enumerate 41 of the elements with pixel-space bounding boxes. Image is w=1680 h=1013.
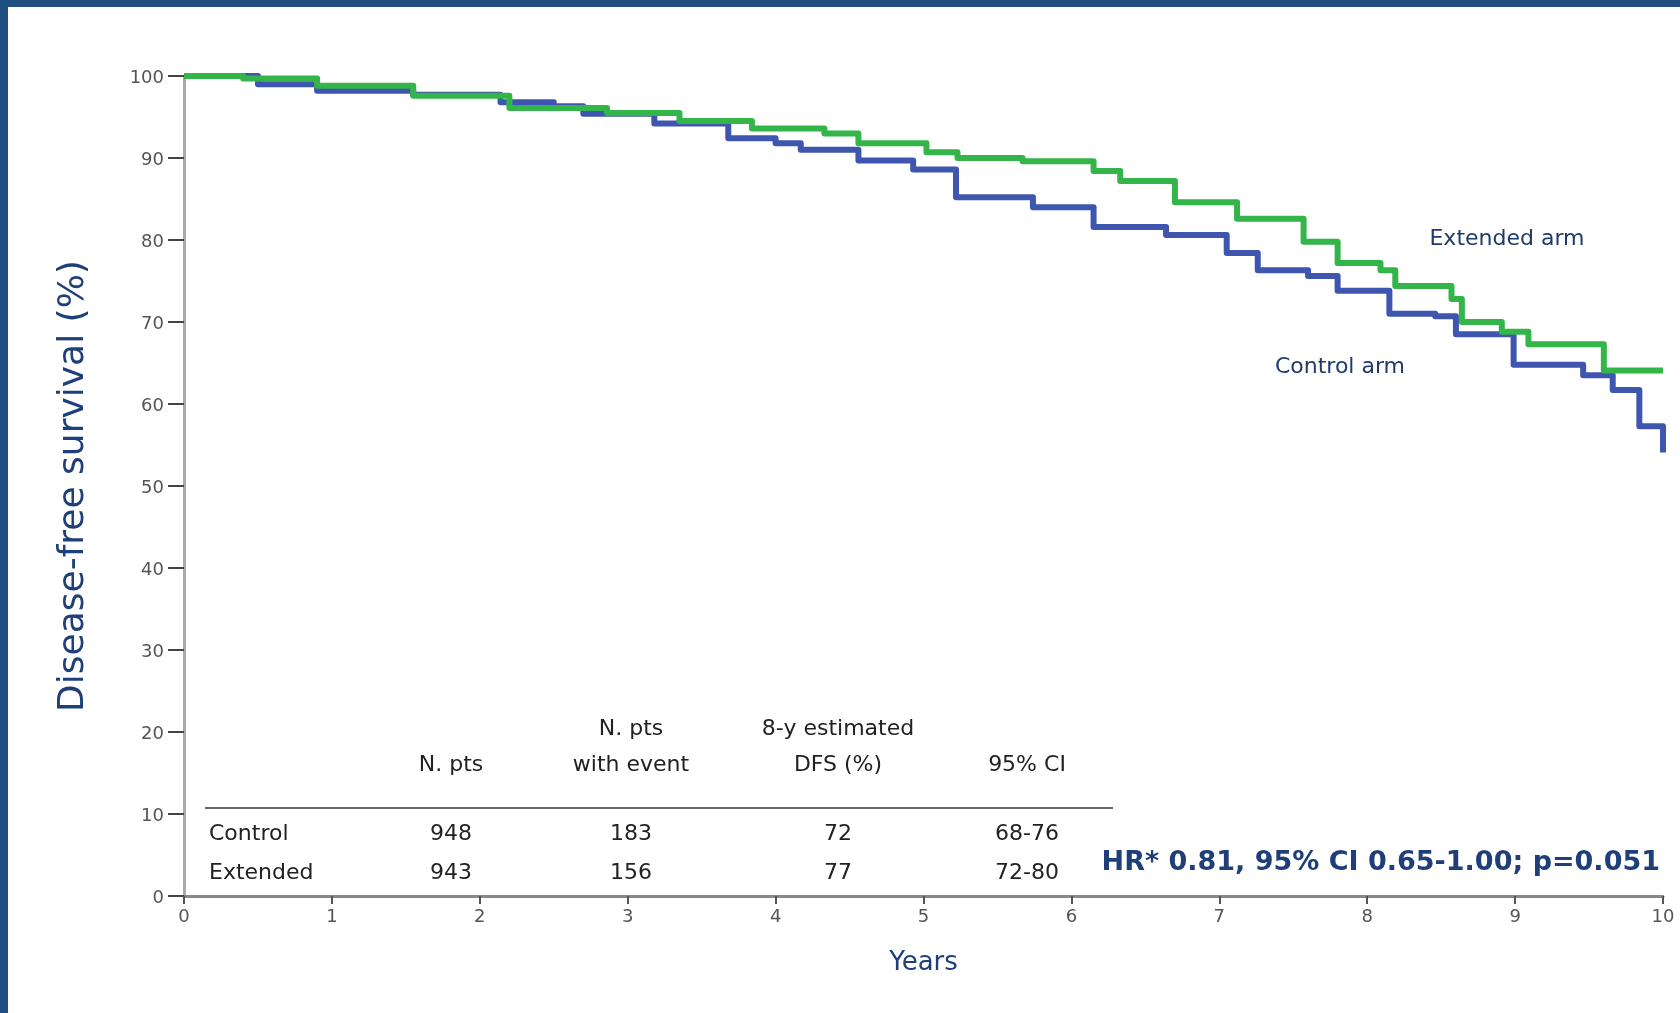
y-tick-label: 10 xyxy=(141,803,164,825)
y-tick-label: 50 xyxy=(141,475,164,497)
series-label: Control arm xyxy=(1274,352,1406,378)
y-tick-label: 60 xyxy=(141,393,164,415)
x-tick-label: 5 xyxy=(917,904,930,926)
annotation: 948 xyxy=(430,819,472,845)
annotation: 95% CI xyxy=(988,750,1066,776)
x-tick-label: 1 xyxy=(326,904,338,926)
annotation: Extended xyxy=(209,858,314,884)
annotation: 77 xyxy=(824,858,852,884)
annotation: 156 xyxy=(610,858,652,884)
x-tick-label: 10 xyxy=(1651,904,1675,926)
y-axis-title: Disease-free survival (%) xyxy=(49,260,91,712)
x-axis-title: Years xyxy=(888,946,958,976)
annotation: 68-76 xyxy=(995,819,1059,845)
y-tick-label: 100 xyxy=(129,65,164,87)
x-tick-label: 2 xyxy=(474,904,486,926)
x-tick-label: 3 xyxy=(621,904,634,926)
annotation: HR* 0.81, 95% CI 0.65-1.00; p=0.051 xyxy=(1101,844,1660,876)
x-tick-label: 0 xyxy=(178,904,190,926)
x-tick-label: 4 xyxy=(769,904,782,926)
annotation: N. pts with event xyxy=(572,714,690,776)
annotation: 183 xyxy=(610,819,652,845)
x-tick-label: 7 xyxy=(1213,904,1226,926)
y-tick-label: 70 xyxy=(141,311,164,333)
y-tick-label: 80 xyxy=(141,229,164,251)
x-tick-label: 8 xyxy=(1361,904,1373,926)
x-tick-label: 6 xyxy=(1065,904,1078,926)
y-tick-label: 40 xyxy=(141,557,164,579)
series-label: Extended arm xyxy=(1429,224,1585,250)
y-tick-label: 90 xyxy=(141,147,164,169)
annotation: 943 xyxy=(430,858,472,884)
y-tick-label: 30 xyxy=(141,639,164,661)
annotation: N. pts xyxy=(418,750,484,776)
y-tick-label: 20 xyxy=(141,721,164,743)
annotation: Control xyxy=(209,819,289,845)
annotation: 72-80 xyxy=(995,858,1059,884)
x-tick-label: 9 xyxy=(1509,904,1521,926)
annotation: 8-y estimated DFS (%) xyxy=(761,714,915,776)
annotation: 72 xyxy=(824,819,852,845)
y-tick-label: 0 xyxy=(152,885,164,907)
